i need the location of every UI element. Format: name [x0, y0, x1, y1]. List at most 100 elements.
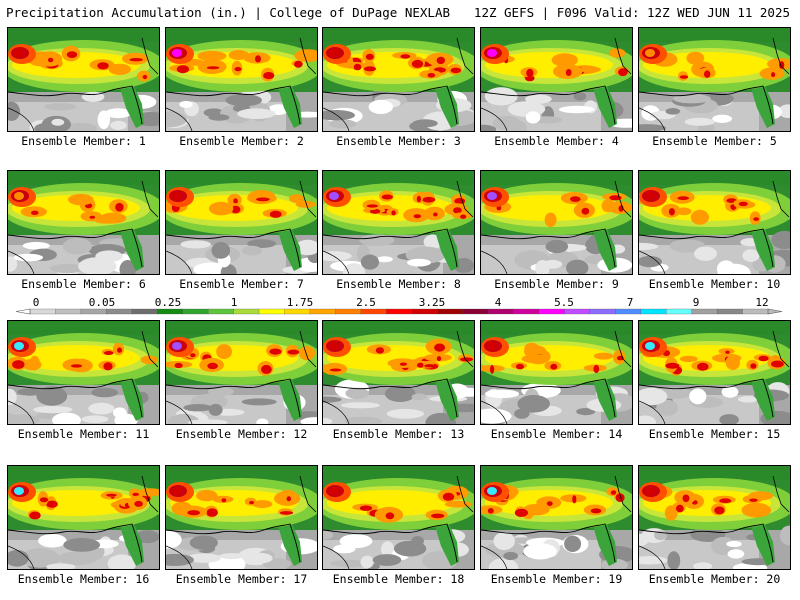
ensemble-member-map: [165, 170, 318, 275]
border-line: [481, 107, 508, 131]
coastline-east: [614, 475, 632, 513]
colorbar-tick-label: 9: [693, 296, 700, 309]
colorbar-right-arrow: [767, 308, 783, 315]
coastline-east: [141, 180, 159, 218]
ensemble-member-map: [480, 170, 633, 275]
coastline-east: [456, 37, 474, 75]
ensemble-member-label: Ensemble Member: 7: [179, 277, 304, 291]
coastline-east: [456, 475, 474, 513]
colorbar-swatch: [207, 308, 235, 315]
ensemble-member-map: [638, 465, 791, 570]
coastline: [323, 378, 458, 418]
coastline-east: [299, 475, 317, 513]
coastline: [481, 228, 616, 268]
coastline-east: [772, 180, 790, 218]
ensemble-member-map: [7, 27, 160, 132]
coastline: [323, 85, 458, 125]
coastline: [639, 523, 774, 563]
colorbar-swatch: [437, 308, 464, 315]
colorbar-swatch: [284, 308, 311, 315]
precip-map-svg: [8, 321, 159, 424]
coastline: [639, 85, 774, 125]
border-line: [166, 400, 193, 424]
border-line: [8, 400, 35, 424]
ensemble-member-label: Ensemble Member: 19: [490, 572, 623, 586]
coastline: [481, 85, 616, 125]
colorbar-tick-label: 5.5: [554, 296, 574, 309]
coastline: [166, 523, 301, 563]
coastline: [323, 523, 458, 563]
colorbar-tick-label: 0.05: [89, 296, 116, 309]
precip-map-svg: [323, 321, 474, 424]
border-line: [481, 545, 508, 569]
border-line: [639, 400, 666, 424]
colorbar-svg: 0 0.05 0.25 1 1.75 2.5 3.25 4 5.5 7 9 12: [15, 296, 783, 315]
colorbar-swatch: [309, 308, 336, 315]
border-line: [323, 107, 350, 131]
colorbar-swatch: [742, 308, 769, 315]
border-line: [323, 250, 350, 274]
border-line: [8, 545, 35, 569]
ensemble-member-map: [322, 465, 475, 570]
colorbar-swatch: [55, 308, 82, 315]
colorbar-swatch: [411, 308, 438, 315]
border-line: [323, 545, 350, 569]
colorbar-swatch: [513, 308, 540, 315]
border-line: [639, 250, 666, 274]
colorbar-swatch: [691, 308, 718, 315]
border-line: [323, 400, 350, 424]
ensemble-member-label: Ensemble Member: 1: [21, 134, 146, 148]
precip-map-svg: [481, 28, 632, 131]
ensemble-member-map: [165, 27, 318, 132]
colorbar-swatch: [589, 308, 616, 315]
coastline-east: [299, 180, 317, 218]
colorbar-swatch: [80, 308, 107, 315]
colorbar-swatch: [538, 308, 565, 315]
ensemble-member-label: Ensemble Member: 6: [21, 277, 146, 291]
colorbar-swatch: [666, 308, 693, 315]
ensemble-member-label: Ensemble Member: 20: [648, 572, 781, 586]
colorbar-swatch: [487, 308, 514, 315]
coastline: [639, 228, 774, 268]
coastline-east: [772, 475, 790, 513]
colorbar-tick-label: 12: [755, 296, 768, 309]
header-title: Precipitation Accumulation (in.) | Colle…: [6, 5, 451, 20]
precip-map-svg: [166, 28, 317, 131]
header-run-info: 12Z GEFS | F096 Valid: 12Z WED JUN 11 20…: [473, 5, 790, 20]
coastline-east: [141, 37, 159, 75]
precip-map-svg: [8, 28, 159, 131]
precip-colorbar: 0 0.05 0.25 1 1.75 2.5 3.25 4 5.5 7 9 12: [0, 296, 800, 320]
ensemble-member-map: [322, 170, 475, 275]
ensemble-member-map: [638, 27, 791, 132]
border-line: [166, 545, 193, 569]
ensemble-member-map: [480, 465, 633, 570]
precip-map-svg: [639, 321, 790, 424]
ensemble-member-label: Ensemble Member: 14: [490, 427, 623, 441]
ensemble-member-label: Ensemble Member: 10: [648, 277, 781, 291]
colorbar-swatch: [182, 308, 209, 315]
colorbar-tick-label: 4: [495, 296, 502, 309]
coastline-east: [141, 330, 159, 368]
coastline: [166, 228, 301, 268]
precip-map-svg: [8, 171, 159, 274]
ensemble-member-label: Ensemble Member: 9: [494, 277, 619, 291]
ensemble-member-label: Ensemble Member: 4: [494, 134, 619, 148]
colorbar-swatch: [258, 308, 285, 315]
coastline: [323, 228, 458, 268]
ensemble-member-label: Ensemble Member: 17: [175, 572, 308, 586]
precip-map-svg: [481, 321, 632, 424]
ensemble-member-label: Ensemble Member: 8: [336, 277, 461, 291]
ensemble-member-label: Ensemble Member: 3: [336, 134, 461, 148]
precip-map-svg: [481, 466, 632, 569]
precip-map-svg: [481, 171, 632, 274]
colorbar-swatch: [640, 308, 667, 315]
colorbar-tick-label: 1.75: [287, 296, 314, 309]
colorbar-tick-label: 7: [627, 296, 634, 309]
colorbar-swatch: [716, 308, 743, 315]
precip-map-svg: [323, 171, 474, 274]
colorbar-swatch: [233, 308, 260, 315]
ensemble-member-label: Ensemble Member: 11: [17, 427, 150, 441]
coastline: [8, 378, 143, 418]
colorbar-swatch: [462, 308, 489, 315]
ensemble-member-label: Ensemble Member: 12: [175, 427, 308, 441]
